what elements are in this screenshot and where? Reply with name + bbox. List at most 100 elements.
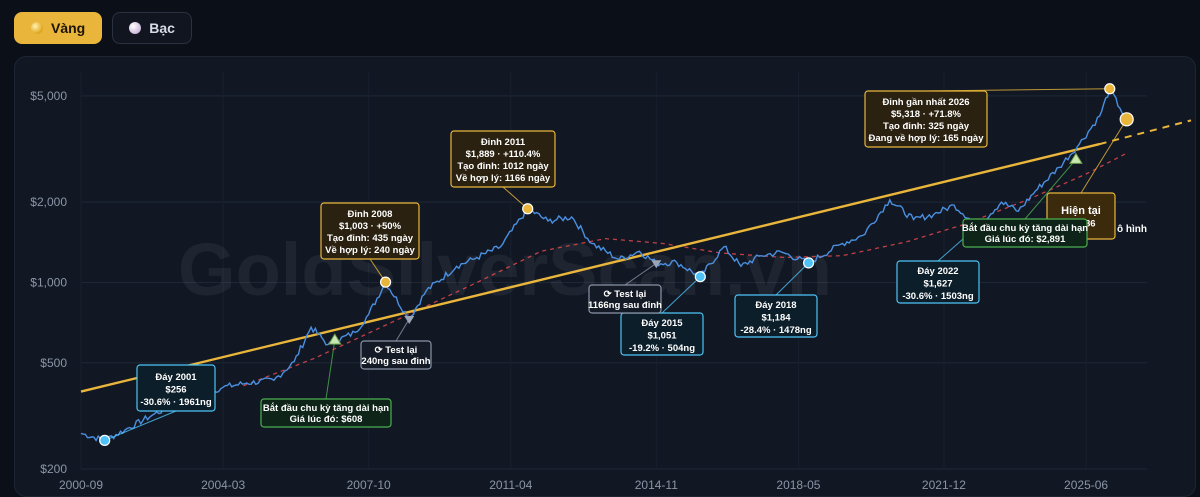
annotation-connector (624, 262, 657, 286)
annotation-text: $5,318 · +71.8% (891, 109, 962, 120)
price-layer (80, 87, 1128, 442)
y-tick-label: $500 (40, 356, 67, 370)
annotation-box (864, 90, 988, 148)
annotation-text: Đáy 2018 (755, 300, 796, 311)
peak-marker (1104, 83, 1116, 95)
peak-annotation: Đỉnh gần nhất 2026$5,318 · +71.8%Tạo đỉn… (864, 90, 988, 148)
annotation-box (896, 260, 980, 304)
y-tick-label: $1,000 (30, 275, 67, 289)
axes: $200 $500 $1,000 $2,000 $5,000 2000-09 2004-03… (30, 89, 1108, 492)
annotation-text: Bắt đầu chu kỳ tăng dài hạn (263, 402, 389, 414)
annotation-text: -19.2% · 504ng (629, 343, 695, 354)
trough-marker (802, 257, 815, 269)
trough-marker (694, 271, 706, 283)
peak-marker (522, 203, 534, 215)
annotation-text: $1,184 (761, 312, 791, 323)
annotation-text: Đáy 2022 (917, 266, 958, 277)
annotation-text: Đỉnh gần nhất 2026 (882, 97, 969, 108)
x-tick-label: 2007-10 (347, 478, 391, 492)
gold-coin-icon (31, 22, 43, 34)
y-tick-label: $2,000 (30, 195, 67, 209)
tab-gold[interactable]: Vàng (14, 12, 103, 44)
y-tick-label: $5,000 (30, 89, 67, 103)
cycle-start-marker (1069, 152, 1083, 164)
x-tick-label: 2011-04 (489, 478, 532, 492)
annotation-connector (1080, 119, 1128, 194)
annotation-text: $1,627 (923, 278, 952, 289)
annotation-text: -28.4% · 1478ng (740, 325, 811, 336)
retest-marker (651, 260, 662, 269)
annotation-text: Về hợp lý: 1166 ngày (456, 173, 551, 184)
annotation-box (620, 312, 704, 356)
trough-annotation: Đáy 2018$1,184 -28.4% · 1478ng (734, 294, 818, 338)
annotation-text: ⟳ Test lại (604, 289, 647, 300)
peak-annotation: Đỉnh 2008$1,003 · +50%Tạo đỉnh: 435 ngày… (320, 202, 420, 260)
annotation-text: $256 (165, 384, 186, 395)
peak-annotation: Đỉnh 2011$1,889 · +110.4%Tạo đỉnh: 1012 … (450, 130, 556, 188)
annotation-connector (1024, 159, 1077, 220)
cycle-start-marker (327, 333, 342, 345)
asset-tabs: Vàng Bạc (14, 12, 192, 44)
x-tick-label: 2021-12 (922, 478, 966, 492)
annotation-text: Về hợp lý: 240 ngày (325, 245, 415, 256)
annotation-text: Đáy 2015 (641, 318, 683, 329)
tab-silver-label: Bạc (149, 20, 175, 36)
x-tick-label: 2018-05 (776, 478, 820, 492)
clipped-annotation-text: ô hình (1117, 224, 1147, 235)
annotation-connector (775, 262, 809, 296)
annotation-text: -30.6% · 1961ng (140, 397, 211, 408)
annotation-connector (661, 276, 701, 314)
annotation-box (136, 364, 216, 412)
x-tick-label: 2014-11 (635, 478, 678, 492)
annotation-connector (104, 410, 177, 441)
annotation-text: Bắt đầu chu kỳ tăng dài hạn (962, 222, 1088, 234)
trend-projection-line (1099, 119, 1192, 146)
chart-panel: GoldSilverScan.vn Đáy 2001 $256 -30.6% · 1… (14, 56, 1196, 497)
annotation-text: 240ng sau đỉnh (361, 356, 430, 367)
annotation-box (588, 284, 662, 314)
annotation-text: Đỉnh 2008 (348, 209, 393, 220)
trough-marker (99, 434, 111, 446)
trend-layer (80, 119, 1192, 393)
annotation-text: Đang về hợp lý: 165 ngày (869, 133, 985, 144)
trough-annotation: Đáy 2015$1,051 -19.2% · 504ng (620, 312, 704, 356)
annotation-text: Đáy 2001 (155, 372, 197, 383)
watermark: GoldSilverScan.vn (178, 228, 832, 311)
y-tick-label: $200 (40, 462, 67, 476)
annotation-text: $1,003 · +50% (339, 221, 402, 232)
tab-silver[interactable]: Bạc (112, 12, 192, 44)
x-tick-label: 2025-06 (1064, 478, 1108, 492)
annotation-text: Tạo đỉnh: 435 ngày (327, 233, 414, 244)
annotation-connector (395, 318, 410, 342)
annotation-text: Giá lúc đó: $2,891 (985, 234, 1066, 245)
annotation-text: Tạo đỉnh: 325 ngày (883, 121, 970, 132)
annotation-box (450, 130, 556, 188)
x-tick-label: 2000-09 (59, 478, 103, 492)
annotation-box (734, 294, 818, 338)
annotation-text: Tạo đỉnh: 1012 ngày (457, 161, 549, 172)
annotation-text: Giá lúc đó: $608 (290, 414, 363, 425)
annotation-connector (325, 340, 336, 400)
annotation-text: $1,889 · +110.4% (466, 149, 541, 160)
silver-coin-icon (129, 22, 142, 34)
trough-annotation: Đáy 2001$256 -30.6% · 1961ng (136, 364, 216, 412)
retest-marker (404, 315, 415, 324)
annotation-box (260, 398, 392, 428)
annotation-text: $1,051 (647, 330, 677, 341)
annotation-text: ⟳ Test lại (375, 345, 418, 356)
trough-annotation: Đáy 2022$1,627 -30.6% · 1503ng (896, 260, 980, 304)
annotation-text: -30.6% · 1503ng (902, 291, 973, 302)
trend-line (80, 142, 1100, 393)
annotation-text: Đỉnh 2011 (481, 137, 526, 148)
current-marker (1119, 112, 1134, 127)
annotation-text: Hiện tại (1061, 205, 1101, 217)
annotation-box (360, 340, 432, 370)
x-tick-label: 2004-03 (201, 478, 245, 492)
price-line (80, 87, 1128, 442)
annotation-text: 1166ng sau đỉnh (588, 300, 662, 311)
